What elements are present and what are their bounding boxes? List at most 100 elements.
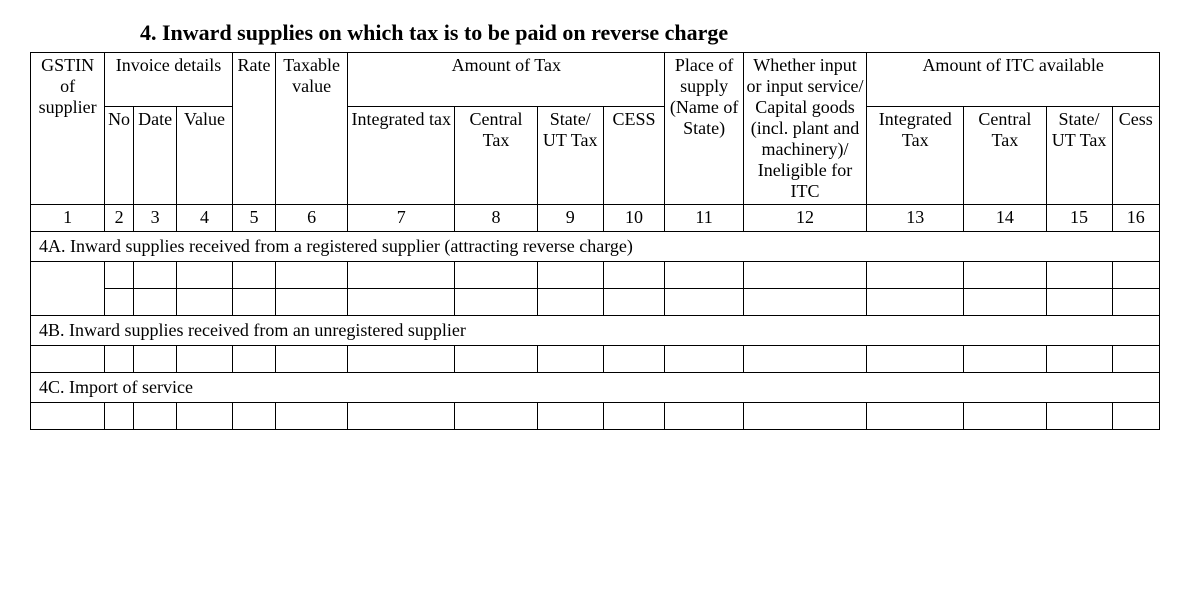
col-itc-cess: Cess [1112,107,1160,205]
col-integrated-tax: Integrated tax [348,107,455,205]
section-4a-label: 4A. Inward supplies received from a regi… [31,232,1160,262]
cell [177,289,233,316]
cell [665,346,743,373]
num-6: 6 [276,205,348,232]
cell [133,262,176,289]
num-3: 3 [133,205,176,232]
col-whether-input: Whether input or input service/ Capital … [743,53,867,205]
cell [964,403,1046,430]
cell [1046,346,1112,373]
cell [1046,403,1112,430]
section-title: 4. Inward supplies on which tax is to be… [30,20,1161,46]
num-2: 2 [105,205,134,232]
section-4b-row: 4B. Inward supplies received from an unr… [31,316,1160,346]
column-number-row: 1 2 3 4 5 6 7 8 9 10 11 12 13 14 15 16 [31,205,1160,232]
cell [232,346,275,373]
cell [1112,403,1160,430]
table-row [31,403,1160,430]
cell [743,403,867,430]
num-10: 10 [603,205,665,232]
col-amount-of-tax: Amount of Tax [348,53,665,107]
header-row-1: GSTIN of supplier Invoice details Rate T… [31,53,1160,107]
col-value: Value [177,107,233,205]
col-amount-itc: Amount of ITC available [867,53,1160,107]
cell [232,289,275,316]
cell [665,289,743,316]
col-date: Date [133,107,176,205]
num-8: 8 [455,205,537,232]
num-12: 12 [743,205,867,232]
cell [276,289,348,316]
cell [348,403,455,430]
cell [31,403,105,430]
cell [867,403,964,430]
cell [743,262,867,289]
num-15: 15 [1046,205,1112,232]
cell [105,346,134,373]
cell [455,262,537,289]
num-7: 7 [348,205,455,232]
cell [743,289,867,316]
cell [665,262,743,289]
cell [964,262,1046,289]
num-9: 9 [537,205,603,232]
cell [537,403,603,430]
cell [133,346,176,373]
cell [232,262,275,289]
col-itc-state-ut: State/ UT Tax [1046,107,1112,205]
cell [1112,262,1160,289]
table-row [31,289,1160,316]
cell [276,262,348,289]
cell [348,289,455,316]
col-place-of-supply: Place of supply (Name of State) [665,53,743,205]
cell [743,346,867,373]
cell [603,262,665,289]
cell [964,346,1046,373]
cell [1112,346,1160,373]
cell [232,403,275,430]
cell [537,289,603,316]
cell [537,346,603,373]
col-taxable-value: Taxable value [276,53,348,205]
header-row-2: No Date Value Integrated tax Central Tax… [31,107,1160,205]
section-4a-row: 4A. Inward supplies received from a regi… [31,232,1160,262]
cell [964,289,1046,316]
cell [455,289,537,316]
num-11: 11 [665,205,743,232]
cell [177,346,233,373]
col-rate: Rate [232,53,275,205]
cell [133,403,176,430]
cell [348,262,455,289]
num-14: 14 [964,205,1046,232]
cell [105,403,134,430]
section-4b-label: 4B. Inward supplies received from an unr… [31,316,1160,346]
cell [105,289,134,316]
col-central-tax: Central Tax [455,107,537,205]
cell [31,262,105,316]
cell [1112,289,1160,316]
col-gstin: GSTIN of supplier [31,53,105,205]
col-state-ut-tax: State/ UT Tax [537,107,603,205]
cell [276,403,348,430]
reverse-charge-table: GSTIN of supplier Invoice details Rate T… [30,52,1160,430]
cell [537,262,603,289]
cell [276,346,348,373]
cell [665,403,743,430]
cell [867,262,964,289]
num-13: 13 [867,205,964,232]
cell [603,346,665,373]
table-row [31,346,1160,373]
section-4c-label: 4C. Import of service [31,373,1160,403]
cell [603,289,665,316]
section-4c-row: 4C. Import of service [31,373,1160,403]
col-itc-central: Central Tax [964,107,1046,205]
col-invoice-details: Invoice details [105,53,233,107]
num-1: 1 [31,205,105,232]
num-5: 5 [232,205,275,232]
col-no: No [105,107,134,205]
cell [348,346,455,373]
table-row [31,262,1160,289]
col-cess: CESS [603,107,665,205]
cell [105,262,134,289]
cell [867,289,964,316]
